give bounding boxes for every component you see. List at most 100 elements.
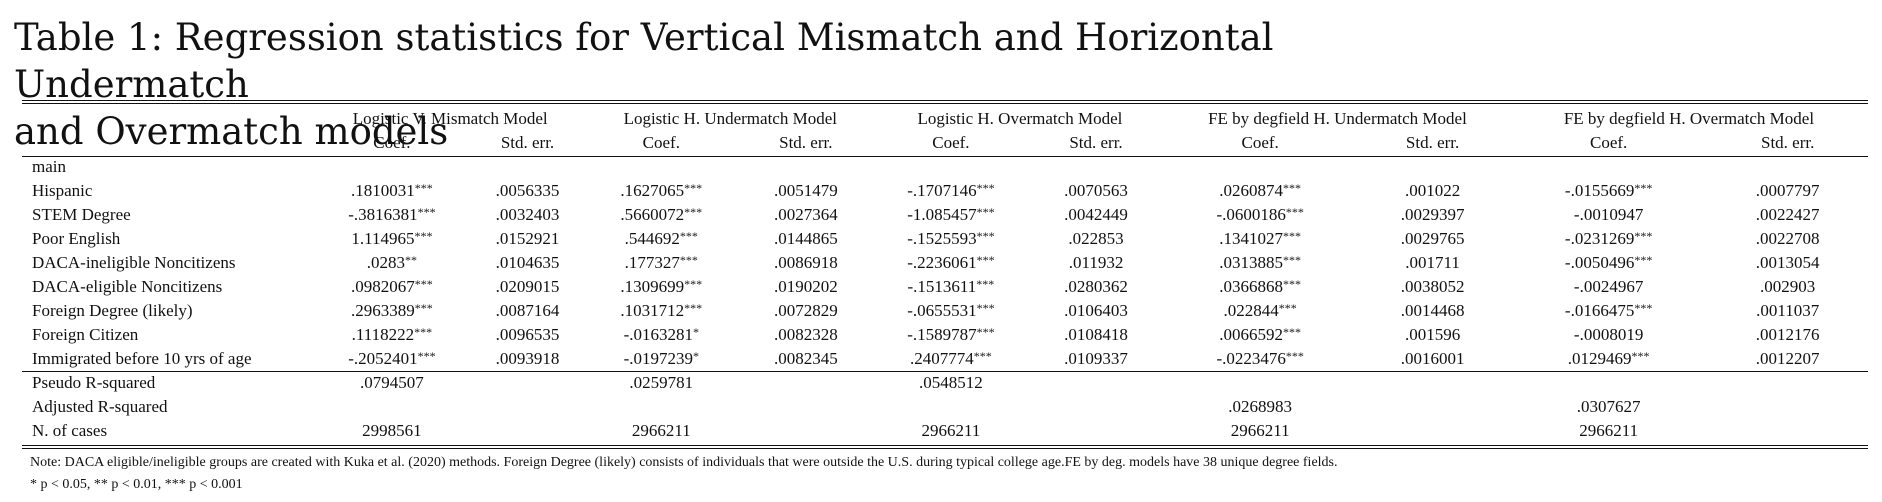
stderr-cell: .0012207	[1755, 349, 1820, 368]
coef-cell: .0283**	[366, 253, 418, 272]
stderr-cell: .0086918	[773, 253, 838, 272]
stats-cell	[1355, 395, 1510, 419]
significance-stars: ***	[1634, 253, 1653, 267]
stderr-cell: .0022708	[1755, 229, 1820, 248]
stats-row: Adjusted R-squared .0268983 .0307627	[22, 395, 1868, 419]
stats-cell: .0268983	[1228, 397, 1293, 416]
stderr-cell: .0032403	[495, 205, 560, 224]
stderr-cell: .0087164	[495, 301, 560, 320]
coef-cell: .0366868***	[1219, 277, 1302, 296]
stderr-cell: .0152921	[495, 229, 560, 248]
stderr-cell: .0027364	[773, 205, 838, 224]
coef-cell: .0313885***	[1219, 253, 1302, 272]
significance-stars: ***	[1283, 325, 1302, 339]
significance-stars: ***	[973, 349, 992, 363]
stats-cell	[1707, 371, 1868, 395]
stderr-cell: .0012176	[1755, 325, 1820, 344]
coef-cell: -.0231269***	[1564, 229, 1653, 248]
stats-cell	[469, 419, 586, 443]
empty-cell	[1355, 155, 1510, 179]
stderr-cell: .0070563	[1064, 181, 1128, 200]
coef-cell: -.0655531***	[907, 301, 995, 320]
table-row: Poor English 1.114965*** .0152921 .544692**…	[22, 227, 1868, 251]
empty-cell	[586, 155, 737, 179]
empty-cell	[737, 155, 875, 179]
row-label: Hispanic	[32, 181, 93, 200]
significance-stars: ***	[684, 301, 703, 315]
stats-cell	[1707, 395, 1868, 419]
stderr-cell: .0109337	[1064, 349, 1128, 368]
empty-cell	[315, 155, 470, 179]
significance-stars: ***	[976, 277, 995, 291]
coef-cell: .1627065***	[620, 181, 703, 200]
significance-stars: ***	[1634, 301, 1653, 315]
stats-cell	[586, 395, 737, 419]
significance-stars: ***	[684, 277, 703, 291]
regression-table: Logistic V. Mismatch Model Logistic H. Un…	[22, 107, 1868, 443]
significance-stars: ***	[1631, 349, 1650, 363]
coef-cell: -.2052401***	[348, 349, 436, 368]
significance-stars: ***	[976, 205, 995, 219]
stderr-cell: .0104635	[495, 253, 560, 272]
table-row: Foreign Citizen .1118222*** .0096535 -.0163…	[22, 323, 1868, 347]
coef-cell: -.0010947	[1573, 205, 1644, 224]
stderr-cell: .0072829	[773, 301, 838, 320]
significance-stars: ***	[414, 229, 433, 243]
stderr-cell: .0096535	[495, 325, 560, 344]
table-body: main Hispanic .1810031*** .0056335 .1627065*…	[22, 155, 1868, 443]
table-title: Table 1: Regression statistics for Verti…	[14, 14, 1514, 155]
significance-stars: ***	[1278, 301, 1297, 315]
coef-header: Coef.	[1241, 133, 1279, 152]
coef-cell: .1810031***	[351, 181, 433, 200]
stderr-cell: .001596	[1404, 325, 1461, 344]
stats-label: N. of cases	[32, 421, 108, 440]
model-header: Logistic H. Undermatch Model	[623, 109, 837, 128]
stats-cell	[1027, 419, 1165, 443]
stats-label: Pseudo R-squared	[32, 373, 156, 392]
coef-header: Coef.	[932, 133, 970, 152]
stats-row: Pseudo R-squared .0794507 .0259781 .0548512	[22, 371, 1868, 395]
stats-cell	[469, 371, 586, 395]
row-label: DACA-eligible Noncitizens	[32, 277, 223, 296]
table-title-line1: Table 1: Regression statistics for Verti…	[14, 16, 1274, 106]
stats-rule	[22, 371, 1868, 372]
stderr-header: Std. err.	[1069, 133, 1123, 152]
stderr-cell: .0022427	[1755, 205, 1820, 224]
coef-cell: -.1513611***	[907, 277, 995, 296]
significance-stars: ***	[414, 277, 433, 291]
significance-stars: ***	[1634, 181, 1653, 195]
coef-cell: -.0223476***	[1216, 349, 1304, 368]
bottom-rule-double	[22, 448, 1868, 449]
significance-stars: ***	[976, 181, 995, 195]
row-label: DACA-ineligible Noncitizens	[32, 253, 236, 272]
coef-cell: -.0008019	[1573, 325, 1644, 344]
stderr-cell: .011932	[1068, 253, 1124, 272]
row-label: STEM Degree	[32, 205, 131, 224]
stderr-cell: .0190202	[773, 277, 838, 296]
coef-cell: -.3816381***	[348, 205, 436, 224]
empty-cell	[469, 155, 586, 179]
coef-cell: .544692***	[624, 229, 698, 248]
coef-cell: .5660072***	[620, 205, 703, 224]
stderr-cell: .0106403	[1064, 301, 1128, 320]
significance-stars: ***	[684, 181, 703, 195]
header-row-sub: Coef. Std. err. Coef. Std. err. Coef. Std. er…	[22, 131, 1868, 155]
table-title-line2: and Overmatch models	[14, 110, 449, 153]
stats-cell: .0794507	[360, 373, 424, 392]
coef-cell: .1309699***	[620, 277, 703, 296]
significance-stars: ***	[414, 301, 433, 315]
stats-cell	[469, 395, 586, 419]
mid-rule	[22, 156, 1868, 157]
stderr-cell: .001022	[1404, 181, 1461, 200]
stderr-cell: .0082345	[773, 349, 838, 368]
stats-cell: 2966211	[631, 421, 691, 440]
significance-stars: ***	[414, 325, 433, 339]
stderr-cell: .0082328	[773, 325, 838, 344]
stats-cell	[875, 395, 1027, 419]
note-text: Note: DACA eligible/ineligible groups ar…	[30, 455, 1338, 470]
stderr-cell: .0038052	[1400, 277, 1465, 296]
table-row: DACA-ineligible Noncitizens .0283** .01046…	[22, 251, 1868, 275]
stats-cell	[1510, 371, 1707, 395]
coef-cell: -.0155669***	[1564, 181, 1653, 200]
stderr-header: Std. err.	[1761, 133, 1815, 152]
